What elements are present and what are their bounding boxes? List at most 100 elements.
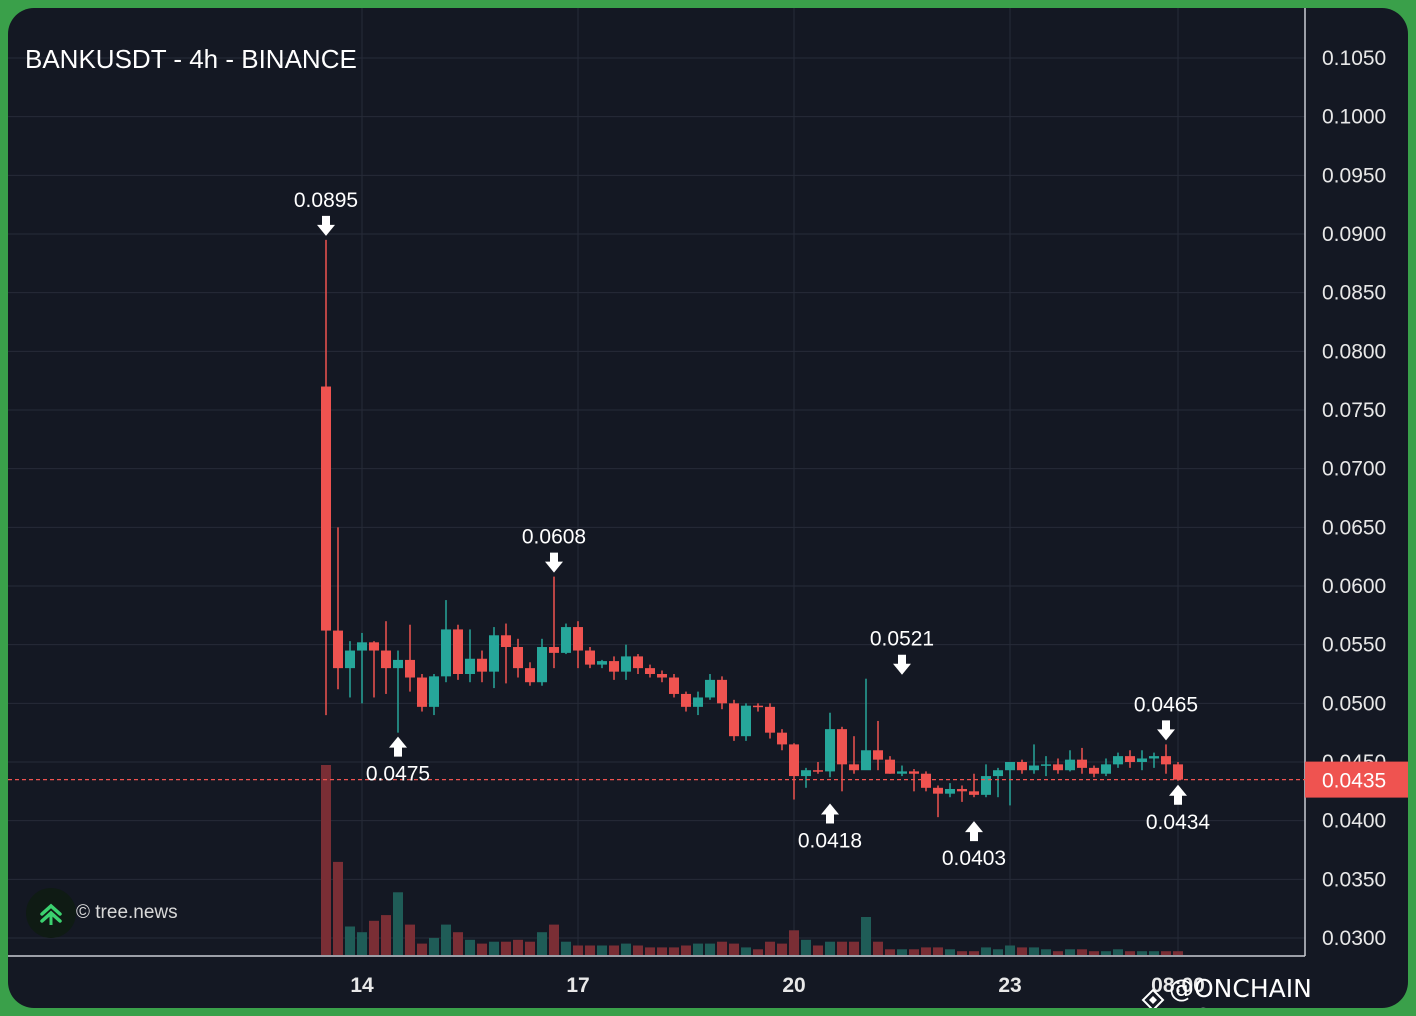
candle-body <box>897 771 907 774</box>
y-tick-label: 0.0550 <box>1322 634 1386 657</box>
candle-body <box>333 630 343 669</box>
y-tick-label: 0.0800 <box>1322 340 1386 363</box>
candle-body <box>741 705 751 737</box>
volume-bar <box>789 930 799 955</box>
volume-bar <box>549 924 559 955</box>
candle-body <box>1149 756 1159 759</box>
volume-bar <box>885 949 895 955</box>
annotation-arrow-up-icon <box>1169 784 1187 805</box>
candlestick-chart[interactable]: 0.1050 0.1000 0.0950 0.0900 0.0850 0.0800 0.07… <box>8 8 1408 1008</box>
volume-bar <box>525 941 535 955</box>
volume-bar <box>1149 951 1159 955</box>
candle-body <box>381 650 391 669</box>
price-annotation: 0.0608 <box>522 526 586 549</box>
volume-bar <box>429 937 439 955</box>
candle-body <box>705 679 715 698</box>
candle-body <box>369 642 379 651</box>
volume-bar <box>681 945 691 955</box>
candle-body <box>813 770 823 772</box>
tree-news-logo-icon <box>26 888 76 938</box>
volume-bar <box>1125 951 1135 955</box>
volume-bar <box>1089 951 1099 955</box>
brand-text: @ONCHAIN INSIDER <box>1169 974 1312 1008</box>
y-tick-label: 0.0600 <box>1322 575 1386 598</box>
volume-bar <box>981 947 991 955</box>
volume-bar <box>1029 947 1039 955</box>
candle-body <box>957 788 967 792</box>
candle-body <box>417 677 427 707</box>
candle-body <box>1161 756 1171 765</box>
candle-body <box>1101 764 1111 774</box>
x-tick-label: 17 <box>566 974 589 997</box>
annotation-arrow-down-icon <box>893 654 911 675</box>
volume-bar <box>321 765 331 955</box>
volume-bar <box>393 892 403 955</box>
volume-bar <box>1173 951 1183 955</box>
candle-body <box>357 642 367 651</box>
volume-bar <box>537 932 547 955</box>
candle-body <box>717 679 727 704</box>
candle-body <box>501 635 511 648</box>
candle-body <box>1065 759 1075 771</box>
candle-body <box>1029 765 1039 771</box>
volume-bar <box>753 949 763 955</box>
volume-bar <box>741 947 751 955</box>
price-annotation: 0.0895 <box>294 189 358 212</box>
volume-bar <box>1101 951 1111 955</box>
candle-body <box>489 635 499 672</box>
candle-body <box>765 706 775 733</box>
volume-bar <box>861 917 871 955</box>
candle-body <box>729 703 739 737</box>
volume-bar <box>777 943 787 955</box>
volume-bar <box>489 941 499 955</box>
volume-bar <box>1005 945 1015 955</box>
volume-bar <box>465 939 475 955</box>
annotation-arrow-up-icon <box>389 736 407 757</box>
candle-body <box>561 627 571 653</box>
volume-bar <box>573 945 583 955</box>
volume-bar <box>381 915 391 955</box>
last-price-tag <box>1305 761 1408 798</box>
volume-bar <box>657 947 667 955</box>
candle-body <box>825 729 835 772</box>
volume-bar <box>441 924 451 955</box>
candle-body <box>537 647 547 683</box>
candle-body <box>645 668 655 674</box>
volume-bar <box>909 949 919 955</box>
last-price-label: 0.0435 <box>1322 770 1386 793</box>
volume-bar <box>813 945 823 955</box>
volume-bar <box>969 951 979 955</box>
price-annotation: 0.0465 <box>1134 693 1198 716</box>
volume-bar <box>693 943 703 955</box>
candle-body <box>405 659 415 678</box>
y-tick-label: 0.0950 <box>1322 164 1386 187</box>
volume-bar <box>765 941 775 955</box>
candle-body <box>609 661 619 672</box>
volume-bar <box>513 939 523 955</box>
tree-news-watermark[interactable]: © tree.news <box>26 888 178 938</box>
candle-body <box>345 650 355 669</box>
volume-bar <box>417 943 427 955</box>
volume-bar <box>501 941 511 955</box>
candle-body <box>789 744 799 777</box>
candle-body <box>753 705 763 708</box>
y-tick-label: 0.1050 <box>1322 47 1386 70</box>
candle-body <box>465 658 475 674</box>
volume-bar <box>1041 949 1051 955</box>
volume-bar <box>561 941 571 955</box>
volume-bar <box>717 941 727 955</box>
y-tick-label: 0.0300 <box>1322 927 1386 950</box>
candle-body <box>321 386 331 631</box>
candle-body <box>921 773 931 788</box>
y-tick-label: 0.0700 <box>1322 458 1386 481</box>
x-tick-label: 20 <box>782 974 805 997</box>
candle-body <box>1125 756 1135 762</box>
volume-bar <box>633 945 643 955</box>
x-tick-label: 23 <box>998 974 1021 997</box>
annotation-arrow-up-icon <box>821 803 839 824</box>
candle-body <box>801 770 811 777</box>
volume-bar <box>585 945 595 955</box>
candle-body <box>885 759 895 774</box>
y-tick-label: 0.0500 <box>1322 692 1386 715</box>
volume-bar <box>957 951 967 955</box>
